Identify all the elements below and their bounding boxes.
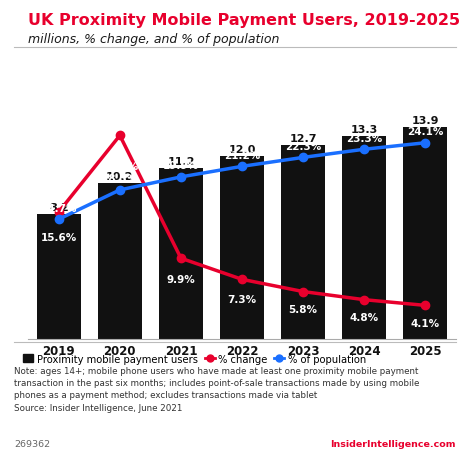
Text: 269362: 269362 — [14, 439, 50, 448]
Text: UK Proximity Mobile Payment Users, 2019-2025: UK Proximity Mobile Payment Users, 2019-… — [28, 13, 460, 28]
Text: 4.8%: 4.8% — [350, 312, 379, 322]
Text: 21.2%: 21.2% — [224, 151, 260, 161]
Text: 22.3%: 22.3% — [285, 142, 321, 152]
Text: 13.3: 13.3 — [351, 125, 378, 135]
Text: 8.2: 8.2 — [49, 202, 69, 212]
Text: 23.3%: 23.3% — [346, 133, 383, 143]
Text: millions, % change, and % of population: millions, % change, and % of population — [28, 33, 280, 46]
Text: 10.2: 10.2 — [106, 172, 133, 182]
Bar — [98, 184, 142, 339]
Text: 19.9%: 19.9% — [163, 161, 199, 171]
Bar — [281, 146, 325, 339]
Text: 15.6%: 15.6% — [40, 233, 77, 243]
Bar — [37, 214, 81, 339]
Text: 25.0%: 25.0% — [102, 162, 138, 172]
Text: 13.9: 13.9 — [412, 116, 439, 126]
Text: 14.7%: 14.7% — [40, 203, 77, 213]
Text: 18.3%: 18.3% — [102, 174, 138, 184]
Text: 4.1%: 4.1% — [411, 318, 440, 328]
Text: 7.3%: 7.3% — [227, 294, 257, 304]
Text: Note: ages 14+; mobile phone users who have made at least one proximity mobile p: Note: ages 14+; mobile phone users who h… — [14, 366, 420, 412]
Bar — [342, 136, 386, 339]
Text: 11.2: 11.2 — [167, 157, 195, 167]
Text: 12.0: 12.0 — [228, 145, 256, 155]
Text: 12.7: 12.7 — [290, 134, 317, 144]
Text: 24.1%: 24.1% — [407, 127, 444, 137]
Bar — [220, 157, 264, 339]
Text: InsiderIntelligence.com: InsiderIntelligence.com — [330, 439, 456, 448]
Bar — [159, 168, 203, 339]
Legend: Proximity mobile payment users, % change, % of population: Proximity mobile payment users, % change… — [19, 350, 370, 368]
Text: 9.9%: 9.9% — [166, 275, 196, 285]
Text: 5.8%: 5.8% — [289, 304, 318, 314]
Bar — [403, 127, 447, 339]
